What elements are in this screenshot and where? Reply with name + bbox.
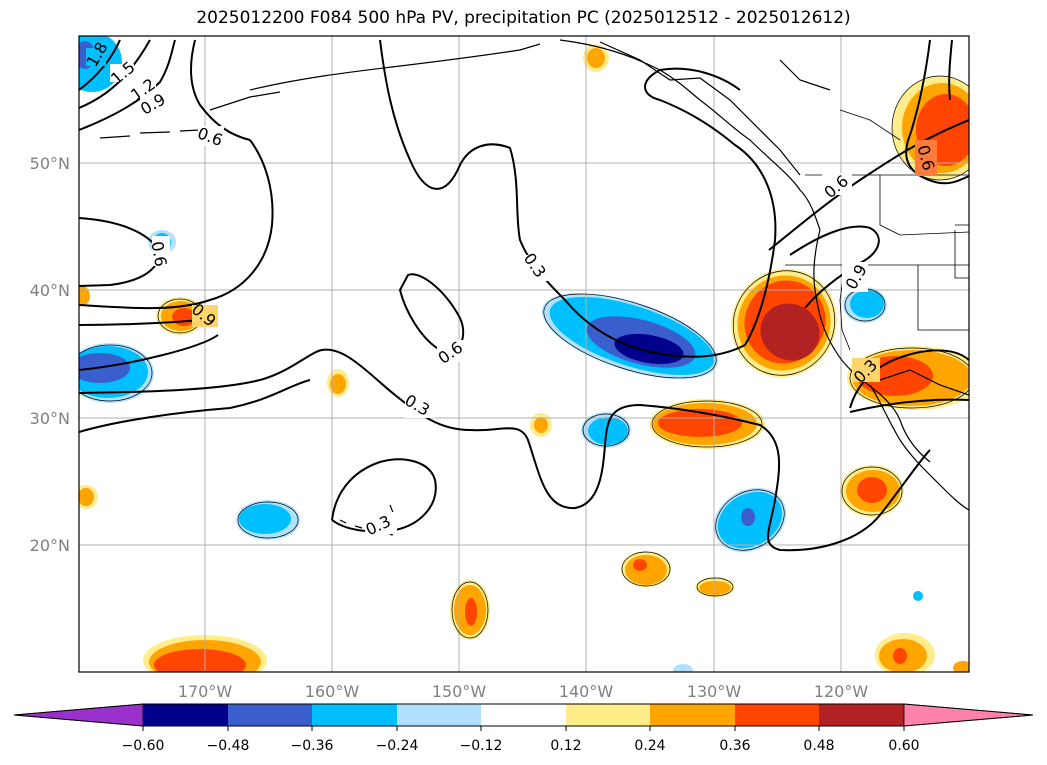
colorbar-segment: [819, 704, 904, 726]
colorbar-extend-high: [903, 703, 1034, 727]
contour-label: 0.6: [147, 240, 170, 268]
colorbar-tick-label: 0.60: [888, 738, 919, 754]
map-frame: [78, 35, 970, 673]
colorbar-segment: [228, 704, 312, 726]
colorbar-tick-label: −0.60: [122, 738, 165, 754]
colorbar-tick-label: −0.24: [376, 738, 419, 754]
colorbar-segment: [735, 704, 819, 726]
state-borders: [785, 109, 969, 351]
lon-label: 120°W: [814, 682, 869, 701]
colorbar-segment: [650, 704, 735, 726]
lon-label: 130°W: [687, 682, 742, 701]
lat-label: 50°N: [30, 154, 70, 173]
colorbar-extend-low: [13, 703, 144, 727]
colorbar-tick-label: 0.48: [803, 738, 834, 754]
colorbar-tick-label: 0.36: [719, 738, 750, 754]
colorbar-segment: [143, 704, 228, 726]
colorbar-tick-label: −0.36: [291, 738, 334, 754]
colorbar-segment: [397, 704, 481, 726]
colorbar-tick-label: 0.24: [634, 738, 665, 754]
colorbar: −0.60 −0.48 −0.36 −0.24 −0.12 0.12 0.24 …: [13, 703, 1034, 754]
lat-axis-labels: 50°N 40°N 30°N 20°N: [30, 154, 70, 555]
lat-label: 20°N: [30, 536, 70, 555]
lat-label: 30°N: [30, 409, 70, 428]
colorbar-tick-label: −0.12: [460, 738, 503, 754]
lon-label: 140°W: [559, 682, 614, 701]
colorbar-tick-label: −0.48: [207, 738, 250, 754]
colorbar-tick-label: 0.12: [550, 738, 581, 754]
colorbar-segment: [312, 704, 397, 726]
lat-label: 40°N: [30, 281, 70, 300]
colorbar-segment: [481, 704, 566, 726]
map-title: 2025012200 F084 500 hPa PV, precipitatio…: [196, 8, 851, 28]
lon-label: 160°W: [305, 682, 360, 701]
lon-label: 150°W: [432, 682, 487, 701]
lon-axis-labels: 170°W 160°W 150°W 140°W 130°W 120°W: [178, 682, 869, 701]
lon-label: 170°W: [178, 682, 233, 701]
colorbar-segment: [566, 704, 650, 726]
map-panel: 1.8 1.5 1.2 0.9 0.6 0.6 0.9 0.3 0.6 0.3 …: [79, 36, 969, 672]
